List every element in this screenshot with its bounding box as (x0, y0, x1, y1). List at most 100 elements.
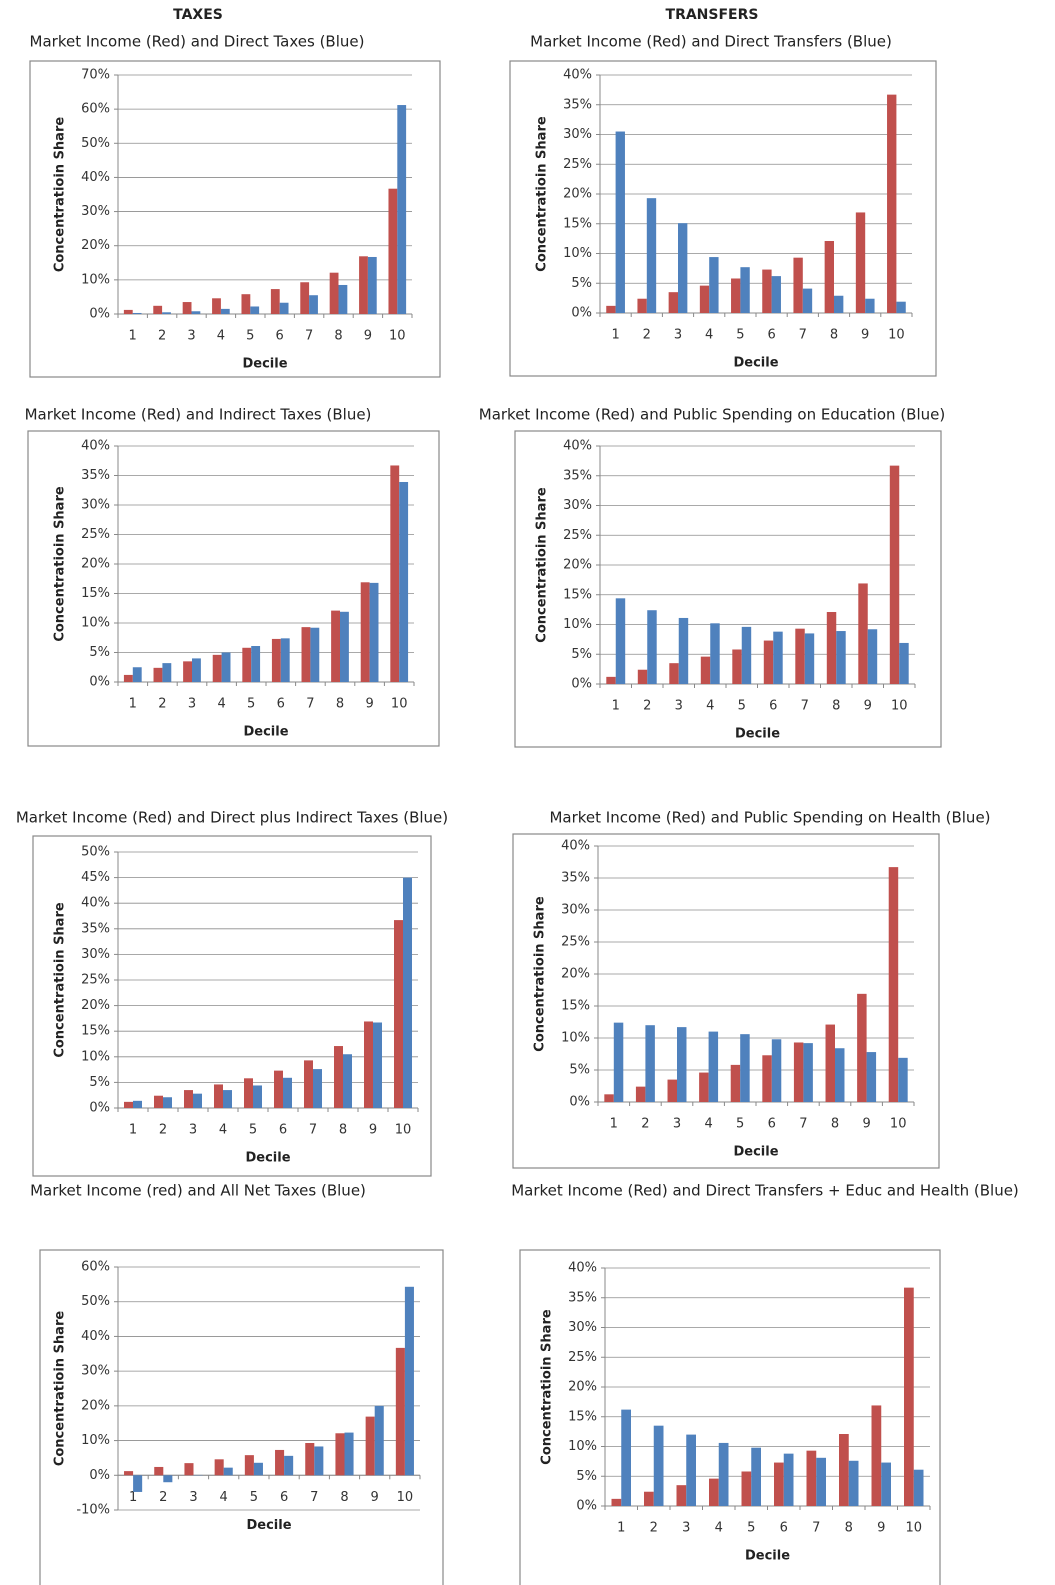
bar (162, 663, 172, 682)
y-tick-label: 25% (568, 1350, 597, 1365)
y-tick-label: 10% (81, 1049, 110, 1064)
bar (668, 292, 678, 313)
x-tick-label: 3 (674, 328, 682, 343)
y-tick-label: 20% (81, 238, 110, 253)
bar (193, 1093, 202, 1108)
y-tick-label: 0% (576, 1499, 597, 1514)
x-tick-label: 6 (276, 329, 284, 344)
x-tick-label: 4 (217, 697, 225, 712)
bar (359, 256, 368, 314)
x-tick-label: 10 (891, 699, 908, 714)
x-tick-label: 5 (736, 328, 744, 343)
bar (300, 282, 310, 314)
y-tick-label: 15% (568, 1409, 597, 1424)
x-tick-label: 4 (705, 328, 713, 343)
bar (309, 295, 318, 314)
bar (751, 1447, 761, 1506)
y-tick-label: 5% (569, 1063, 590, 1078)
y-axis-title: Concentratioin Share (535, 116, 550, 272)
bar (250, 306, 260, 314)
x-tick-label: 3 (673, 1117, 681, 1132)
bar (795, 628, 805, 684)
bar (615, 598, 626, 684)
bar (613, 1022, 624, 1102)
x-tick-label: 1 (129, 329, 137, 344)
bar (212, 298, 221, 314)
x-tick-label: 10 (905, 1521, 922, 1536)
bar (313, 1069, 322, 1108)
y-axis-title: Concentratioin Share (540, 1309, 555, 1465)
x-tick-label: 3 (189, 1490, 197, 1505)
bar (839, 1434, 849, 1506)
bar (888, 867, 899, 1102)
bar (244, 1078, 253, 1108)
y-tick-label: 30% (568, 1320, 597, 1335)
bar (275, 1449, 285, 1476)
bar (331, 610, 340, 682)
bar (835, 1048, 845, 1102)
x-tick-label: 6 (767, 328, 775, 343)
x-tick-label: 4 (715, 1521, 723, 1536)
x-tick-label: 1 (129, 1123, 137, 1138)
bar (762, 269, 772, 313)
bar (637, 298, 647, 313)
y-tick-label: 35% (563, 97, 592, 112)
x-tick-label: 1 (129, 1490, 137, 1505)
bar (133, 1475, 143, 1492)
y-tick-label: 70% (81, 68, 110, 83)
y-tick-label: 25% (81, 973, 110, 988)
y-tick-label: 30% (81, 204, 110, 219)
y-tick-label: 0% (89, 307, 110, 322)
y-tick-label: 10% (561, 1031, 590, 1046)
bar (335, 1433, 345, 1476)
bar (763, 640, 774, 684)
y-tick-label: 30% (563, 498, 592, 513)
bar (133, 1100, 142, 1108)
bar (184, 1090, 193, 1108)
x-tick-label: 6 (277, 697, 285, 712)
x-tick-label: 8 (832, 699, 840, 714)
bar (615, 131, 625, 313)
bar (399, 481, 409, 682)
x-tick-label: 6 (769, 699, 777, 714)
y-tick-label: 50% (81, 845, 110, 860)
bar (280, 638, 290, 682)
x-tick-label: 5 (247, 697, 255, 712)
x-tick-label: 9 (862, 1117, 870, 1132)
x-tick-label: 1 (617, 1521, 625, 1536)
chart-title: Market Income (Red) and Indirect Taxes (… (25, 406, 372, 424)
bar (741, 1471, 752, 1506)
bar (806, 1450, 817, 1506)
bar (182, 302, 192, 314)
chart-frame (519, 1249, 941, 1585)
x-tick-label: 9 (371, 1490, 379, 1505)
x-axis-title: Decile (243, 725, 288, 740)
chart-frame (512, 833, 940, 1169)
y-tick-label: 40% (81, 439, 110, 454)
y-tick-label: -10% (76, 1503, 110, 1518)
x-tick-label: 4 (704, 1117, 712, 1132)
y-tick-label: 40% (81, 1329, 110, 1344)
bar (153, 305, 163, 314)
y-tick-label: 15% (81, 1024, 110, 1039)
bar (700, 656, 711, 684)
bar (123, 674, 133, 682)
y-tick-label: 5% (576, 1469, 597, 1484)
y-tick-label: 15% (561, 999, 590, 1014)
y-tick-label: 20% (561, 967, 590, 982)
bar (667, 1079, 677, 1102)
bar (242, 647, 252, 682)
x-tick-label: 2 (641, 1117, 649, 1132)
bar (244, 1455, 254, 1476)
y-tick-label: 5% (89, 1075, 110, 1090)
bar (826, 612, 837, 684)
y-tick-label: 25% (81, 527, 110, 542)
bar (678, 223, 688, 313)
bar (214, 1084, 223, 1108)
bar (191, 311, 201, 314)
x-tick-label: 10 (397, 1490, 414, 1505)
chart-frame (32, 835, 432, 1177)
bar (283, 1077, 292, 1108)
x-tick-label: 5 (250, 1490, 258, 1505)
bar (867, 629, 878, 684)
